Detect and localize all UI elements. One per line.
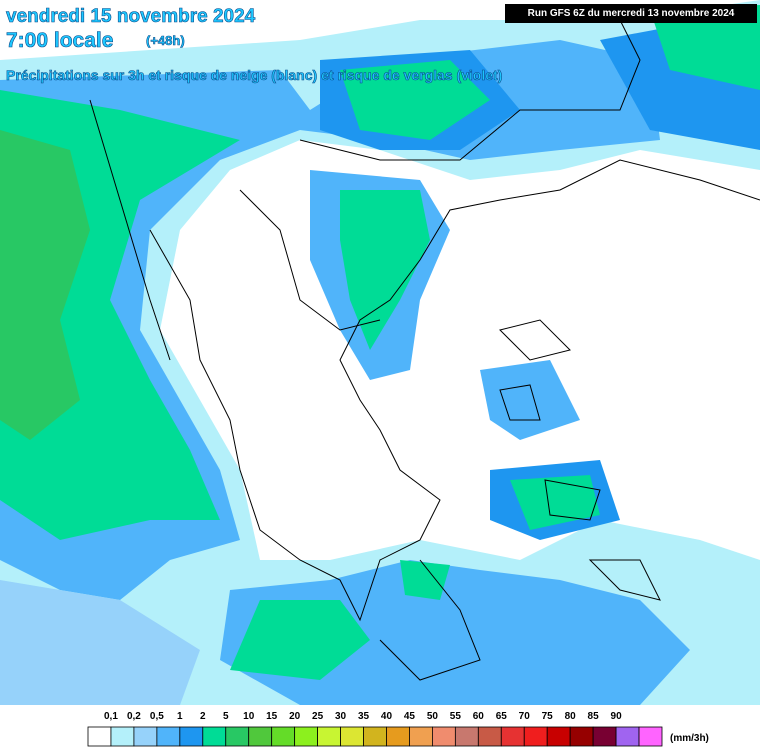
legend-swatch [569, 726, 594, 747]
legend-label: 75 [541, 711, 553, 722]
legend-label: 65 [495, 711, 507, 722]
legend-swatch [615, 726, 640, 747]
legend-label: 40 [380, 711, 393, 722]
legend-swatch [156, 726, 181, 747]
legend-unit: (mm/3h) [670, 733, 709, 744]
time-title: 7:00 locale [6, 29, 114, 53]
legend-swatch [638, 726, 663, 747]
legend [87, 726, 663, 747]
legend-swatch [386, 726, 410, 747]
legend-swatch [431, 726, 456, 747]
legend-label: 55 [449, 711, 461, 722]
legend-label: 80 [564, 711, 576, 722]
legend-label: 85 [587, 711, 599, 722]
legend-swatch [110, 726, 135, 747]
legend-swatch [248, 726, 273, 747]
legend-swatch [500, 726, 525, 747]
legend-swatch [477, 726, 502, 747]
legend-label: 2 [200, 711, 206, 722]
legend-swatch [592, 726, 617, 747]
legend-swatch [340, 726, 364, 747]
legend-label: 1 [177, 711, 183, 722]
run-info: Run GFS 6Z du mercredi 13 novembre 2024 [505, 4, 757, 23]
legend-label: 15 [266, 711, 278, 722]
legend-label: 0,1 [104, 711, 118, 722]
legend-label: 45 [403, 711, 415, 722]
legend-label: 70 [518, 711, 530, 722]
subtitle: Précipitations sur 3h et risque de neige… [6, 67, 503, 84]
legend-label: 0,2 [126, 711, 141, 722]
legend-label: 50 [426, 711, 438, 722]
legend-swatch [179, 726, 204, 747]
legend-label: 25 [312, 711, 324, 722]
legend-swatch [317, 726, 341, 747]
legend-swatch [87, 726, 112, 747]
legend-swatch [225, 726, 250, 747]
legend-label: 5 [222, 711, 229, 722]
legend-label: 20 [289, 711, 301, 722]
legend-label: 35 [357, 711, 370, 722]
legend-swatch [271, 726, 296, 747]
legend-label: 0,5 [149, 711, 164, 722]
legend-swatch [523, 726, 548, 747]
legend-swatch [546, 726, 571, 747]
legend-swatch [133, 726, 158, 747]
coastlines [89, 19, 760, 681]
legend-swatch [202, 726, 227, 747]
lead-time: (+48h) [146, 33, 185, 49]
legend-swatch [409, 726, 433, 747]
legend-label: 90 [610, 711, 622, 722]
legend-swatch [363, 726, 387, 747]
legend-swatch [294, 726, 319, 747]
legend-swatch [454, 726, 479, 747]
date-title: vendredi 15 novembre 2024 [6, 6, 256, 28]
legend-label: 10 [243, 711, 255, 722]
precip-field [0, 0, 760, 705]
legend-label: 30 [334, 711, 347, 722]
legend-label: 60 [472, 711, 484, 722]
